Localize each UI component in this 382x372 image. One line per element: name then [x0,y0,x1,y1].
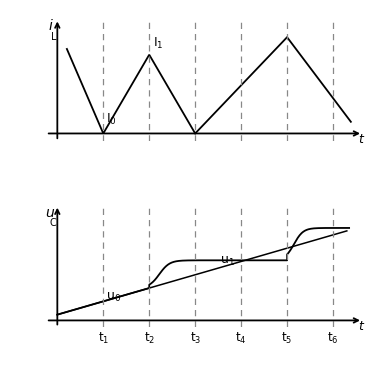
Text: t$_3$: t$_3$ [189,331,201,346]
Text: t$_5$: t$_5$ [282,331,293,346]
Text: C: C [50,218,57,228]
Text: I$_1$: I$_1$ [153,36,163,51]
Text: t: t [358,133,363,146]
Text: t: t [358,320,363,333]
Text: i: i [49,19,52,33]
Text: u: u [45,206,54,220]
Text: t$_4$: t$_4$ [235,331,247,346]
Text: t$_1$: t$_1$ [98,331,109,346]
Text: u$_1$: u$_1$ [220,255,235,269]
Text: L: L [51,32,57,42]
Text: u$_0$: u$_0$ [105,291,121,304]
Text: t$_2$: t$_2$ [144,331,155,346]
Text: I$_0$: I$_0$ [105,112,117,127]
Text: t$_6$: t$_6$ [327,331,339,346]
